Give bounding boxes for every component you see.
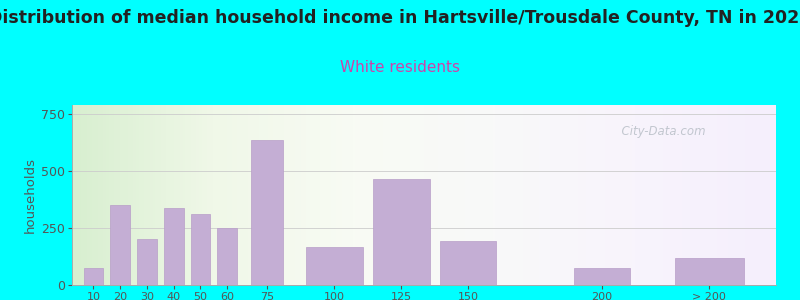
Text: City-Data.com: City-Data.com [614, 125, 706, 139]
Bar [164, 208, 183, 285]
Bar [373, 179, 430, 285]
Bar [190, 214, 210, 285]
Bar [574, 268, 630, 285]
Bar [251, 140, 283, 285]
Text: White residents: White residents [340, 60, 460, 75]
Bar [83, 268, 103, 285]
Bar [674, 258, 743, 285]
Bar [306, 248, 362, 285]
Bar [137, 239, 157, 285]
Text: Distribution of median household income in Hartsville/Trousdale County, TN in 20: Distribution of median household income … [0, 9, 800, 27]
Bar [440, 241, 497, 285]
Y-axis label: households: households [24, 157, 37, 233]
Bar [110, 205, 130, 285]
Bar [218, 228, 237, 285]
